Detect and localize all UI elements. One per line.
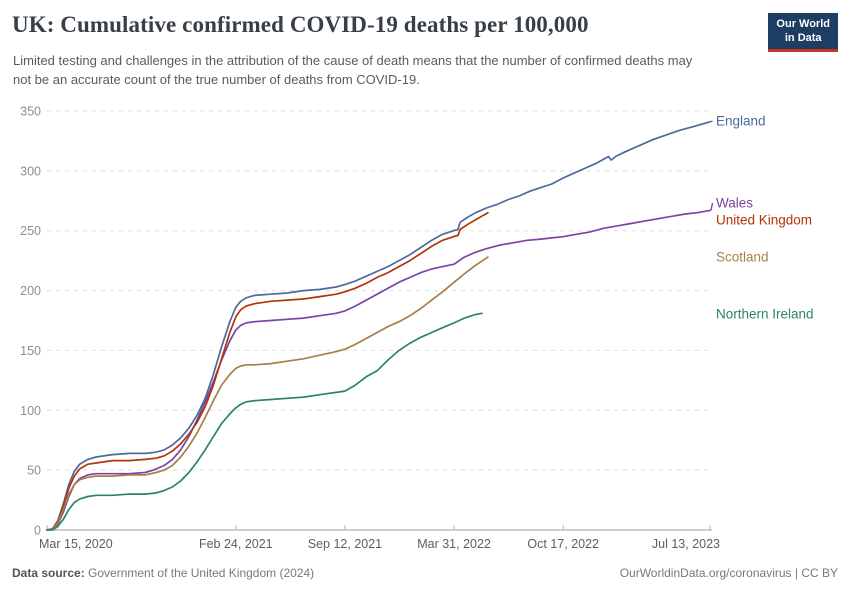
- x-tick-label-2: Sep 12, 2021: [308, 537, 382, 551]
- y-tick-label-200: 200: [20, 284, 41, 298]
- series-label-connector-wales: [710, 202, 714, 211]
- x-tick-label-1: Feb 24, 2021: [199, 537, 273, 551]
- y-tick-label-300: 300: [20, 164, 41, 178]
- y-tick-label-250: 250: [20, 224, 41, 238]
- y-tick-label-350: 350: [20, 105, 41, 119]
- data-source-label: Data source:: [12, 566, 85, 580]
- y-tick-label-0: 0: [34, 524, 41, 538]
- legend-label-united-kingdom[interactable]: United Kingdom: [716, 213, 812, 228]
- owid-logo-line2: in Data: [784, 32, 822, 45]
- x-tick-label-0: Mar 15, 2020: [39, 537, 113, 551]
- y-tick-label-50: 50: [27, 464, 41, 478]
- y-tick-label-150: 150: [20, 344, 41, 358]
- chart-footer: Data source: Government of the United Ki…: [12, 566, 838, 580]
- x-tick-label-5: Jul 13, 2023: [652, 537, 720, 551]
- legend-label-wales[interactable]: Wales: [716, 196, 753, 211]
- series-line-wales[interactable]: [46, 209, 711, 531]
- x-tick-label-3: Mar 31, 2022: [417, 537, 491, 551]
- series-line-united-kingdom[interactable]: [46, 211, 489, 531]
- owid-logo: Our World in Data: [768, 13, 838, 52]
- series-label-connector-england: [710, 120, 713, 123]
- series-line-northern-ireland[interactable]: [46, 312, 483, 531]
- attribution-link[interactable]: OurWorldinData.org/coronavirus | CC BY: [619, 566, 838, 580]
- line-chart: 0 50 100 150 200 250 300 350 Mar 15, 2020 Feb 24,…: [20, 105, 814, 552]
- page-title: UK: Cumulative confirmed COVID-19 deaths…: [12, 12, 589, 37]
- legend-label-scotland[interactable]: Scotland: [716, 250, 769, 265]
- x-tick-label-4: Oct 17, 2022: [527, 537, 599, 551]
- series-line-england[interactable]: [46, 120, 711, 531]
- legend-label-england[interactable]: England: [716, 114, 766, 129]
- owid-logo-line1: Our World: [776, 18, 830, 30]
- data-source-value: Government of the United Kingdom (2024): [84, 566, 315, 580]
- data-source: Data source: Government of the United Ki…: [12, 566, 314, 580]
- chart-subtitle: Limited testing and challenges in the at…: [13, 53, 693, 87]
- series-line-scotland[interactable]: [46, 256, 489, 531]
- legend-label-northern-ireland[interactable]: Northern Ireland: [716, 307, 814, 322]
- y-tick-label-100: 100: [20, 404, 41, 418]
